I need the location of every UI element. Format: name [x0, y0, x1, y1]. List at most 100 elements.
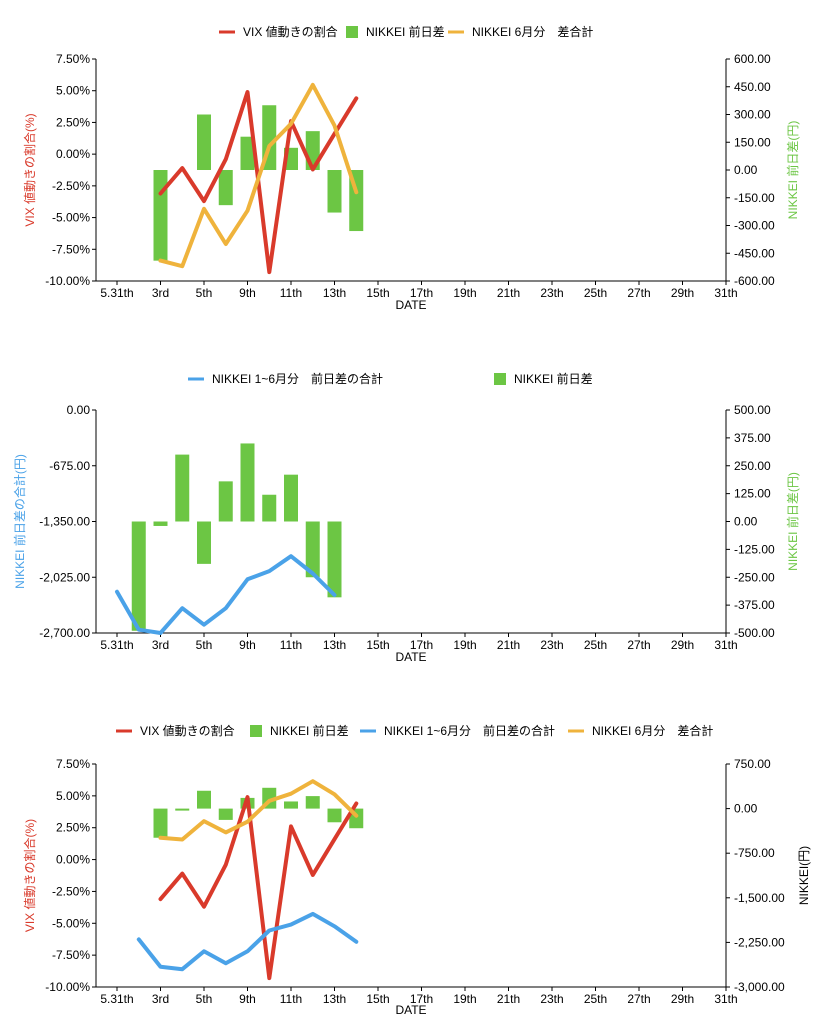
legend-label: NIKKEI 1~6月分 前日差の合計 [212, 371, 383, 386]
y-left-tick-label: -2.50% [52, 179, 90, 193]
y-right-tick-label: -750.00 [734, 846, 775, 860]
x-tick-label: 19th [453, 638, 476, 652]
legend-label: NIKKEI 前日差 [366, 24, 445, 39]
legend-swatch-bar [494, 373, 506, 385]
x-tick-label: 29th [671, 992, 694, 1006]
x-tick-label: 27th [627, 286, 650, 300]
legend-label: VIX 値動きの割合 [140, 723, 235, 738]
y-axis-right-title: NIKKEI 前日差(円) [785, 121, 800, 220]
y-right-tick-label: -150.00 [734, 191, 775, 205]
bar-nikkei-diff [153, 808, 168, 838]
x-tick-label: 9th [239, 992, 256, 1006]
y-left-tick-label: -2.50% [52, 884, 90, 898]
y-axis-left-title: VIX 値動きの割合(%) [22, 819, 37, 932]
line-nikkei-cum-total [115, 554, 337, 635]
x-tick-label: 17th [410, 638, 433, 652]
y-left-tick-label: -10.00% [45, 980, 90, 994]
y-axis-left-title: NIKKEI 前日差の合計(円) [12, 454, 27, 589]
x-tick-label: 27th [627, 638, 650, 652]
y-left-tick-label: -7.50% [52, 948, 90, 962]
x-axis-title: DATE [395, 650, 426, 664]
y-right-tick-label: 500.00 [734, 403, 771, 417]
bar-nikkei-diff [153, 170, 168, 261]
line-vix [158, 795, 359, 981]
bar-nikkei-diff [284, 801, 298, 809]
x-tick-label: 13th [323, 286, 346, 300]
y-right-tick-label: -2,250.00 [734, 935, 785, 949]
y-right-tick-label: 125.00 [734, 487, 771, 501]
y-right-tick-label: -125.00 [734, 542, 775, 556]
bar-nikkei-diff [197, 521, 211, 564]
bar-nikkei-diff [327, 170, 342, 213]
x-axis-title: DATE [395, 1003, 426, 1017]
x-tick-label: 25th [584, 286, 607, 300]
y-right-tick-label: -250.00 [734, 570, 775, 584]
legend-label: NIKKEI 前日差 [270, 723, 349, 738]
bar-nikkei-diff [284, 474, 298, 522]
y-right-tick-label: -600.00 [734, 274, 775, 288]
legend-swatch-bar [250, 725, 262, 737]
x-tick-label: 23th [540, 992, 563, 1006]
y-right-tick-label: -375.00 [734, 598, 775, 612]
x-tick-label: 25th [584, 992, 607, 1006]
y-left-tick-label: 0.00 [67, 403, 91, 417]
x-tick-label: 3rd [152, 992, 169, 1006]
x-tick-label: 15th [366, 286, 389, 300]
x-tick-label: 3rd [152, 638, 169, 652]
x-tick-label: 9th [239, 638, 256, 652]
legend-label: NIKKEI 6月分 差合計 [592, 723, 713, 738]
x-tick-label: 31th [714, 638, 737, 652]
x-tick-label: 5.31th [100, 286, 133, 300]
x-tick-label: 9th [239, 286, 256, 300]
y-right-tick-label: 375.00 [734, 431, 771, 445]
y-axis-left-title: VIX 値動きの割合(%) [22, 113, 37, 226]
y-right-tick-label: -3,000.00 [734, 980, 785, 994]
bar-nikkei-diff [240, 443, 255, 522]
y-right-tick-label: -500.00 [734, 626, 775, 640]
x-axis-title: DATE [395, 298, 426, 312]
x-tick-label: 21th [497, 638, 520, 652]
y-left-tick-label: -1,350.00 [39, 515, 90, 529]
y-right-tick-label: 250.00 [734, 459, 771, 473]
y-right-tick-label: 450.00 [734, 80, 771, 94]
y-left-tick-label: 0.00% [56, 147, 90, 161]
x-tick-label: 19th [453, 286, 476, 300]
line-nikkei-cum-june [158, 82, 359, 269]
x-tick-label: 5.31th [100, 638, 133, 652]
x-tick-label: 15th [366, 992, 389, 1006]
x-tick-label: 19th [453, 992, 476, 1006]
y-left-tick-label: 7.50% [56, 52, 90, 66]
chart-1: VIX 値動きの割合 NIKKEI 前日差 NIKKEI 6月分 差合計 7.50% 5… [22, 24, 800, 312]
bar-nikkei-diff [218, 481, 233, 522]
y-left-tick-label: -10.00% [45, 274, 90, 288]
legend-label: NIKKEI 前日差 [514, 371, 593, 386]
x-tick-label: 21th [497, 992, 520, 1006]
x-tick-label: 31th [714, 992, 737, 1006]
chart-3: VIX 値動きの割合 NIKKEI 前日差 NIKKEI 1~6月分 前日差の合計 N… [22, 723, 811, 1017]
bar-nikkei-diff [218, 170, 233, 206]
legend-label: NIKKEI 6月分 差合計 [472, 24, 593, 39]
y-right-tick-label: 0.00 [734, 515, 758, 529]
y-right-tick-label: 0.00 [734, 802, 758, 816]
x-tick-label: 29th [671, 638, 694, 652]
y-right-tick-label: 300.00 [734, 108, 771, 122]
bar-nikkei-diff [305, 521, 320, 578]
x-tick-label: 29th [671, 286, 694, 300]
y-right-tick-label: 750.00 [734, 757, 771, 771]
bar-nikkei-diff [327, 808, 342, 823]
x-tick-label: 5th [196, 992, 213, 1006]
bar-nikkei-diff [175, 454, 190, 522]
legend-label: VIX 値動きの割合 [243, 24, 338, 39]
y-right-tick-label: -1,500.00 [734, 891, 785, 905]
x-tick-label: 31th [714, 286, 737, 300]
y-right-tick-label: 600.00 [734, 52, 771, 66]
line-nikkei-cum-total [136, 911, 359, 972]
x-tick-label: 13th [323, 992, 346, 1006]
y-right-tick-label: -300.00 [734, 219, 775, 233]
x-tick-label: 11th [280, 992, 302, 1006]
x-tick-label: 13th [323, 638, 346, 652]
bar-nikkei-diff [197, 114, 211, 170]
bar-nikkei-diff [175, 808, 190, 811]
chart-2: NIKKEI 1~6月分 前日差の合計 NIKKEI 前日差 0.00 -675.00… [12, 371, 800, 664]
